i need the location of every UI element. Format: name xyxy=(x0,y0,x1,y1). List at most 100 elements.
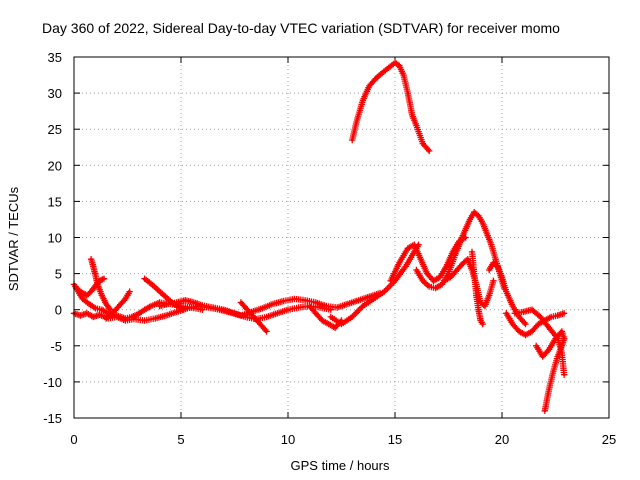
data-point xyxy=(481,322,485,326)
data-point xyxy=(143,319,147,322)
data-point xyxy=(79,314,82,317)
data-point xyxy=(547,387,551,391)
data-point xyxy=(192,301,196,304)
data-point xyxy=(367,84,371,88)
data-point xyxy=(117,304,121,308)
data-point xyxy=(477,308,480,312)
data-point xyxy=(517,315,521,319)
data-point xyxy=(318,306,322,309)
data-point xyxy=(175,310,179,314)
data-point xyxy=(406,246,410,250)
data-point xyxy=(357,298,361,302)
data-point xyxy=(201,308,204,312)
data-point xyxy=(562,337,566,340)
data-point xyxy=(489,243,493,247)
y-tick-label: 15 xyxy=(48,194,62,209)
data-point xyxy=(393,279,397,283)
data-point xyxy=(539,315,542,319)
data-point xyxy=(143,277,147,281)
data-point xyxy=(562,373,566,377)
data-point xyxy=(511,322,515,326)
data-point xyxy=(335,306,339,309)
data-point xyxy=(455,268,459,272)
data-point xyxy=(434,286,438,290)
data-point xyxy=(350,138,354,142)
data-point xyxy=(393,61,397,65)
series-trace-5 xyxy=(102,288,133,322)
data-point xyxy=(387,66,390,70)
data-point xyxy=(115,314,119,317)
data-point xyxy=(551,369,555,373)
series-trace-15 xyxy=(468,248,486,328)
data-point xyxy=(320,319,324,322)
plot-frame xyxy=(73,56,610,419)
data-point xyxy=(556,314,560,317)
data-point xyxy=(143,308,147,312)
data-point xyxy=(164,314,168,317)
data-point xyxy=(175,304,179,308)
data-point xyxy=(547,326,551,330)
data-point xyxy=(156,288,159,291)
data-point xyxy=(472,210,476,214)
data-point xyxy=(412,243,416,247)
data-point xyxy=(543,409,547,413)
data-point xyxy=(85,311,89,315)
y-tick-label: 5 xyxy=(55,267,62,282)
series-trace-16 xyxy=(486,259,529,328)
data-point xyxy=(181,308,185,312)
data-point xyxy=(468,218,472,221)
data-point xyxy=(427,285,431,288)
grid xyxy=(74,57,609,418)
series-trace-14 xyxy=(441,256,497,310)
series-trace-18 xyxy=(511,306,568,378)
data-point xyxy=(286,308,290,312)
data-point xyxy=(549,315,553,319)
data-point xyxy=(462,232,465,236)
data-point xyxy=(402,73,405,77)
data-point xyxy=(85,293,89,297)
data-point xyxy=(560,344,564,348)
data-point xyxy=(372,297,375,301)
data-point xyxy=(447,272,450,275)
data-point xyxy=(560,329,564,333)
data-point xyxy=(104,302,108,306)
data-point xyxy=(470,250,474,254)
series-trace-4 xyxy=(75,275,108,299)
data-point xyxy=(265,329,268,333)
data-point xyxy=(487,293,491,297)
data-point xyxy=(149,282,153,286)
data-point xyxy=(562,311,566,315)
x-tick-label: 0 xyxy=(70,432,77,447)
data-point xyxy=(474,293,478,297)
series-trace-9 xyxy=(306,302,345,331)
data-point xyxy=(449,275,453,279)
data-point xyxy=(81,297,84,301)
data-point xyxy=(91,315,95,319)
data-point xyxy=(211,306,215,309)
x-tick-label: 5 xyxy=(177,432,184,447)
x-axis-label: GPS time / hours xyxy=(291,458,390,473)
data-point xyxy=(175,301,179,304)
data-point xyxy=(389,279,393,283)
data-point xyxy=(91,264,95,268)
data-point xyxy=(453,254,457,257)
data-point xyxy=(517,329,521,333)
data-point xyxy=(536,322,540,326)
data-point xyxy=(81,291,84,295)
data-point xyxy=(547,348,551,351)
data-point xyxy=(327,322,331,326)
series-trace-10 xyxy=(327,241,422,328)
data-point xyxy=(477,214,480,218)
data-point xyxy=(410,113,414,117)
data-point xyxy=(128,290,132,294)
data-point xyxy=(472,272,476,275)
data-point xyxy=(346,302,350,306)
data-point xyxy=(427,149,431,153)
chart-title: Day 360 of 2022, Sidereal Day-to-day VTE… xyxy=(42,20,560,36)
data-point xyxy=(100,308,104,312)
data-point xyxy=(102,277,106,281)
data-point xyxy=(222,308,226,312)
data-point xyxy=(282,299,286,303)
data-point xyxy=(76,288,80,291)
y-tick-label: 35 xyxy=(48,50,62,65)
